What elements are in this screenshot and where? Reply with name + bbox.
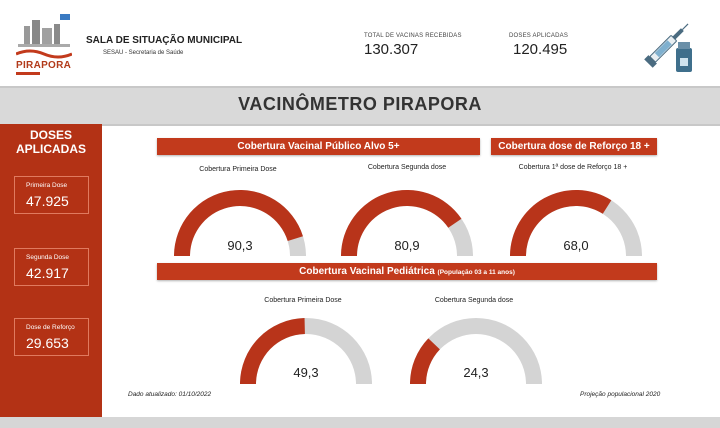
gauge-caption-booster: Cobertura 1ª dose de Reforço 18 + bbox=[518, 164, 628, 171]
updated-date: Dado atualizado: 01/10/2022 bbox=[128, 391, 212, 398]
card-second-dose: Segunda Dose 42.917 bbox=[14, 248, 89, 286]
gauge-caption-adult-second: Cobertura Segunda dose bbox=[367, 164, 447, 171]
bottom-strip bbox=[0, 417, 720, 428]
card-booster-dose: Dose de Reforço 29.653 bbox=[14, 318, 89, 356]
pirapora-logo bbox=[15, 14, 73, 76]
sidebar-title-line2: APLICADAS bbox=[15, 142, 86, 156]
gauge-value-booster: 68,0 bbox=[563, 238, 589, 253]
gauge-caption-adult-first: Cobertura Primeira Dose bbox=[199, 166, 277, 173]
title-band bbox=[0, 86, 720, 126]
gauge-value-ped-second: 24,3 bbox=[463, 365, 489, 380]
card-first-dose-value: 47.925 bbox=[26, 193, 69, 209]
logo-underline bbox=[16, 72, 40, 75]
page-title: VACINÔMETRO PIRAPORA bbox=[238, 94, 482, 114]
sidebar bbox=[0, 124, 102, 417]
sidebar-title-line1: DOSES bbox=[29, 128, 72, 142]
gauge-ped-first bbox=[240, 318, 372, 384]
kpi-received-label: TOTAL DE VACINAS RECEBIDAS bbox=[364, 33, 462, 39]
banner-pediatric-title: Cobertura Vacinal Pediátrica bbox=[299, 266, 435, 277]
card-booster-dose-label: Dose de Reforço bbox=[26, 324, 75, 331]
card-booster-dose-value: 29.653 bbox=[26, 335, 69, 351]
gauge-adult-second bbox=[341, 190, 473, 256]
card-first-dose: Primeira Dose 47.925 bbox=[14, 176, 89, 214]
header bbox=[0, 0, 720, 86]
card-second-dose-value: 42.917 bbox=[26, 265, 69, 281]
gauge-booster bbox=[510, 190, 642, 256]
card-first-dose-label: Primeira Dose bbox=[26, 182, 68, 189]
card-second-dose-label: Segunda Dose bbox=[26, 254, 70, 261]
banner-adult-coverage: Cobertura Vacinal Público Alvo 5+ bbox=[157, 138, 480, 155]
logo-text: PIRAPORA bbox=[16, 60, 72, 71]
kpi-received-value: 130.307 bbox=[364, 41, 419, 58]
gauge-value-adult-second: 80,9 bbox=[394, 238, 420, 253]
sidebar-title: DOSES APLICADAS bbox=[0, 128, 102, 156]
banner-booster-coverage: Cobertura dose de Reforço 18 + bbox=[491, 138, 657, 155]
population-projection: Projeção populacional 2020 bbox=[580, 391, 661, 398]
vaccine-syringe-icon bbox=[640, 18, 700, 78]
gauge-value-adult-first: 90,3 bbox=[227, 238, 253, 253]
banner-pediatric-coverage: Cobertura Vacinal Pediátrica (População … bbox=[157, 263, 657, 280]
org-title: SALA DE SITUAÇÃO MUNICIPAL bbox=[86, 35, 243, 46]
gauge-adult-first bbox=[174, 190, 306, 256]
kpi-applied-value: 120.495 bbox=[513, 41, 568, 58]
gauge-caption-ped-first: Cobertura Primeira Dose bbox=[264, 297, 342, 304]
gauge-caption-ped-second: Cobertura Segunda dose bbox=[434, 297, 514, 304]
gauge-ped-second bbox=[410, 318, 542, 384]
org-subtitle: SESAU - Secretaria de Saúde bbox=[103, 50, 184, 56]
gauge-value-ped-first: 49,3 bbox=[293, 365, 319, 380]
banner-pediatric-note: (População 03 a 11 anos) bbox=[437, 269, 515, 276]
kpi-applied-label: DOSES APLICADAS bbox=[509, 33, 569, 39]
